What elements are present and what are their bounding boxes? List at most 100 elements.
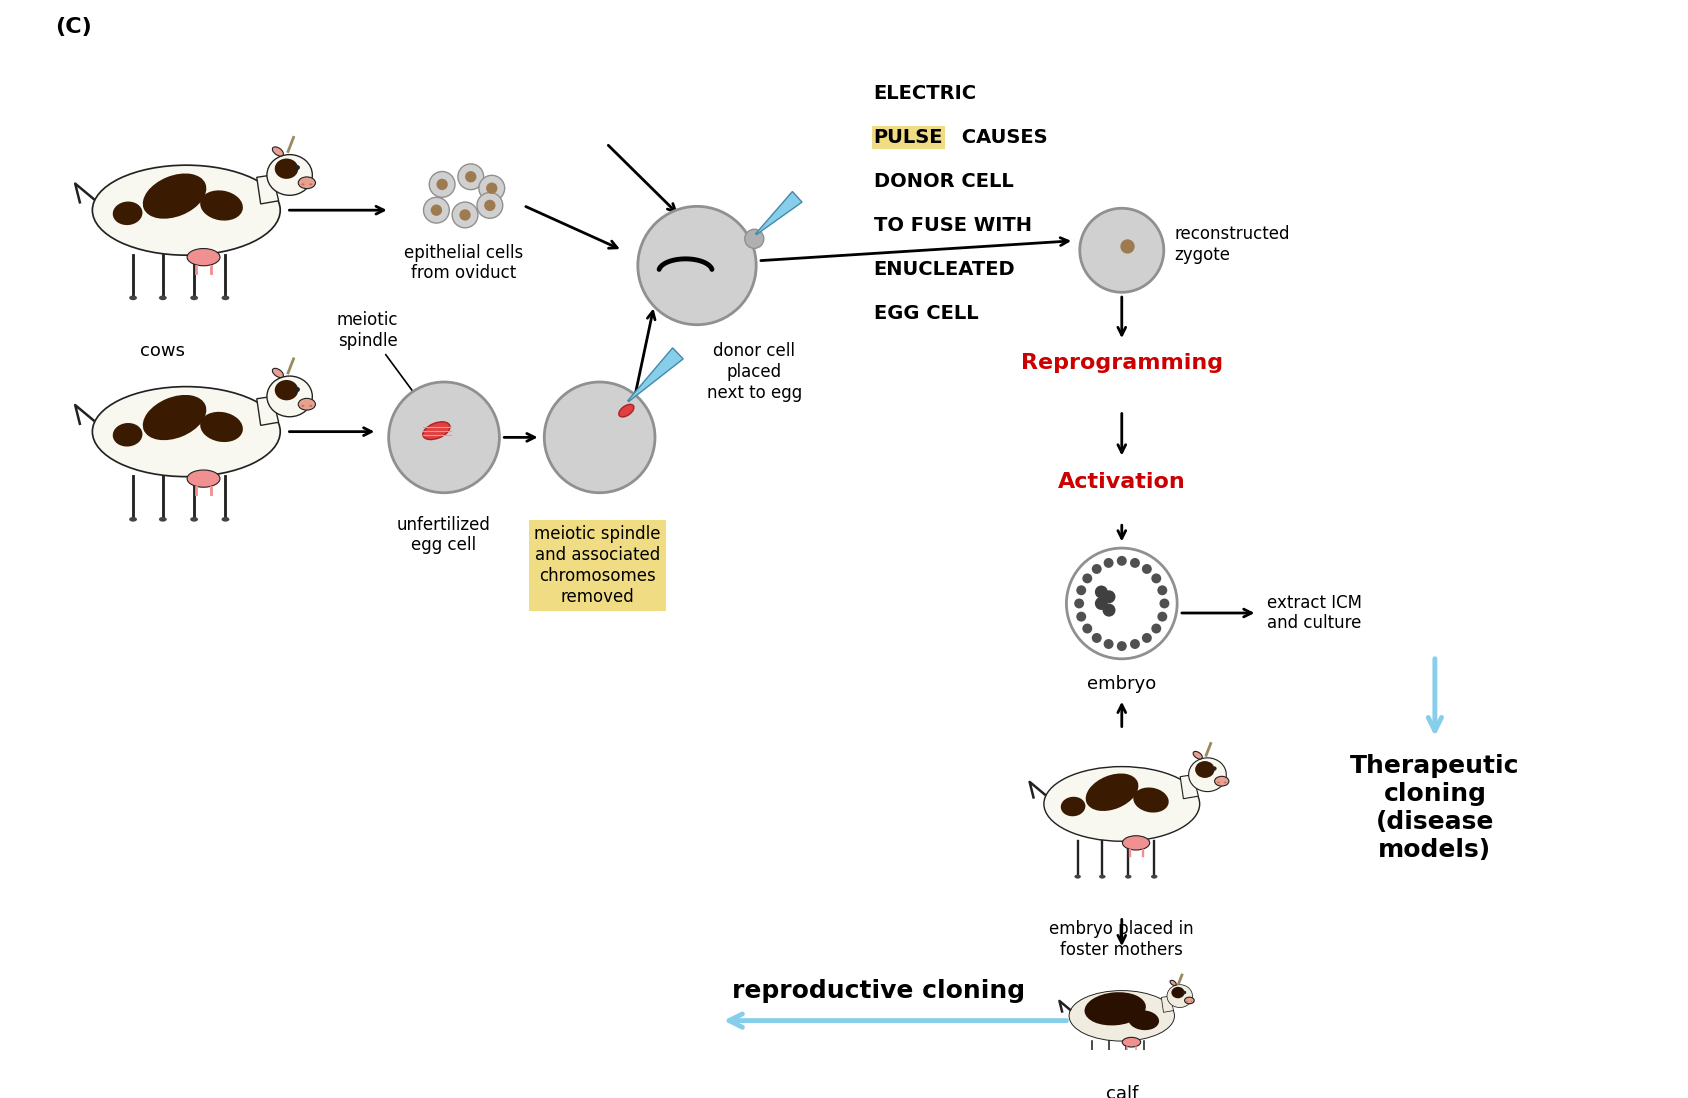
Circle shape: [1077, 585, 1085, 595]
Text: unfertilized
egg cell: unfertilized egg cell: [397, 516, 491, 554]
Ellipse shape: [1217, 782, 1220, 783]
Ellipse shape: [1185, 997, 1193, 1004]
Circle shape: [1158, 585, 1168, 595]
Circle shape: [1067, 548, 1177, 659]
Circle shape: [452, 202, 478, 228]
Ellipse shape: [187, 470, 219, 488]
Circle shape: [1160, 598, 1170, 608]
Ellipse shape: [1215, 776, 1229, 786]
Circle shape: [1102, 591, 1116, 603]
Ellipse shape: [422, 422, 451, 439]
Circle shape: [1082, 573, 1092, 583]
Ellipse shape: [275, 380, 299, 401]
Circle shape: [1117, 556, 1128, 565]
Circle shape: [1077, 612, 1085, 621]
Text: EGG CELL: EGG CELL: [874, 304, 979, 323]
Circle shape: [1121, 239, 1134, 254]
Polygon shape: [257, 396, 279, 425]
Text: meiotic
spindle: meiotic spindle: [338, 311, 436, 422]
Circle shape: [478, 192, 503, 219]
Circle shape: [1141, 632, 1151, 643]
Ellipse shape: [130, 517, 137, 522]
Circle shape: [1117, 641, 1128, 651]
Ellipse shape: [299, 177, 316, 189]
Circle shape: [1129, 639, 1139, 649]
Circle shape: [1158, 612, 1168, 621]
Text: DONOR CELL: DONOR CELL: [874, 172, 1013, 191]
Ellipse shape: [1074, 875, 1080, 878]
Polygon shape: [1180, 775, 1198, 798]
Ellipse shape: [272, 147, 284, 156]
Ellipse shape: [113, 202, 142, 225]
Ellipse shape: [1133, 787, 1168, 813]
Ellipse shape: [1195, 761, 1215, 778]
Text: Activation: Activation: [1058, 472, 1185, 492]
Ellipse shape: [309, 183, 312, 186]
Text: epithelial cells
from oviduct: epithelial cells from oviduct: [403, 244, 523, 282]
Ellipse shape: [221, 295, 230, 300]
Circle shape: [437, 179, 447, 190]
Text: embryo: embryo: [1087, 675, 1156, 693]
Ellipse shape: [1171, 987, 1185, 998]
Text: CAUSES: CAUSES: [955, 128, 1047, 147]
Ellipse shape: [1106, 1064, 1111, 1066]
Ellipse shape: [1170, 981, 1177, 986]
Circle shape: [1092, 632, 1102, 643]
Ellipse shape: [93, 165, 280, 255]
Circle shape: [1080, 209, 1163, 292]
Ellipse shape: [130, 295, 137, 300]
Ellipse shape: [143, 173, 206, 219]
Circle shape: [1102, 604, 1116, 617]
Text: cows: cows: [140, 341, 186, 360]
Text: ENUCLEATED: ENUCLEATED: [874, 260, 1014, 279]
Text: reproductive cloning: reproductive cloning: [733, 979, 1025, 1004]
Ellipse shape: [1123, 836, 1150, 850]
Circle shape: [1129, 558, 1139, 568]
Ellipse shape: [267, 376, 312, 417]
Polygon shape: [628, 348, 684, 402]
Ellipse shape: [191, 517, 197, 522]
Circle shape: [457, 164, 484, 190]
Text: (C): (C): [56, 18, 93, 37]
Circle shape: [1151, 624, 1161, 634]
Ellipse shape: [143, 395, 206, 440]
Circle shape: [1074, 598, 1084, 608]
Ellipse shape: [1043, 766, 1200, 841]
Ellipse shape: [619, 404, 635, 417]
Ellipse shape: [1060, 797, 1085, 816]
Circle shape: [424, 198, 449, 223]
Circle shape: [429, 171, 456, 198]
Circle shape: [638, 206, 756, 325]
Text: PULSE: PULSE: [874, 128, 944, 147]
Ellipse shape: [1124, 1064, 1128, 1066]
Circle shape: [388, 382, 500, 493]
Circle shape: [486, 182, 498, 194]
Circle shape: [1141, 564, 1151, 574]
Ellipse shape: [1069, 990, 1175, 1041]
Circle shape: [479, 176, 505, 201]
Circle shape: [1092, 564, 1102, 574]
Ellipse shape: [1085, 773, 1138, 811]
Ellipse shape: [1128, 1010, 1160, 1030]
Ellipse shape: [1166, 985, 1192, 1008]
Circle shape: [484, 200, 496, 211]
Ellipse shape: [302, 183, 304, 186]
Text: ELECTRIC: ELECTRIC: [874, 85, 977, 103]
Circle shape: [544, 382, 655, 493]
Ellipse shape: [159, 517, 167, 522]
Circle shape: [466, 171, 476, 182]
Text: embryo placed in
foster mothers: embryo placed in foster mothers: [1050, 920, 1193, 960]
Circle shape: [1082, 624, 1092, 634]
Ellipse shape: [113, 423, 142, 447]
Text: Reprogramming: Reprogramming: [1021, 354, 1222, 373]
Circle shape: [459, 210, 471, 221]
Ellipse shape: [1193, 751, 1202, 759]
Ellipse shape: [1124, 875, 1131, 878]
Ellipse shape: [201, 412, 243, 442]
Circle shape: [1096, 585, 1107, 598]
Ellipse shape: [201, 190, 243, 221]
Ellipse shape: [275, 158, 299, 179]
Ellipse shape: [1188, 758, 1225, 792]
Ellipse shape: [1141, 1064, 1146, 1066]
Ellipse shape: [272, 368, 284, 378]
